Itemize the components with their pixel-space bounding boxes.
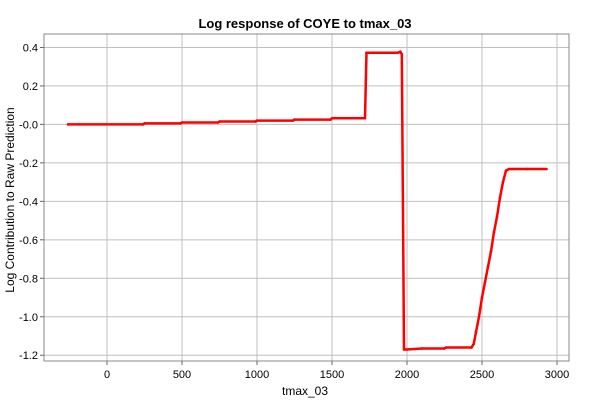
- data-point: [293, 118, 296, 121]
- data-point: [143, 122, 146, 125]
- data-point: [420, 347, 424, 350]
- y-tick-label: -0.8: [19, 273, 38, 285]
- y-axis: 0.4 0.2 -0.0 -0.2 -0.4 -0.6 -0.8 -1.0 -1.2: [19, 42, 44, 362]
- data-point: [363, 117, 367, 120]
- y-tick-label: -1.2: [19, 350, 38, 362]
- data-point: [474, 330, 478, 334]
- data-point: [400, 52, 404, 56]
- data-point: [507, 167, 511, 171]
- data-point: [472, 342, 476, 346]
- data-point: [405, 348, 409, 351]
- data-point: [545, 167, 548, 171]
- x-tick-label: 1000: [245, 369, 269, 381]
- data-point: [399, 50, 402, 53]
- y-tick-label: -0.0: [19, 119, 38, 131]
- y-tick-label: -1.0: [19, 312, 38, 324]
- data-point: [402, 348, 406, 351]
- series-line: [68, 50, 547, 351]
- data-point: [396, 51, 400, 54]
- series-layer: [66, 50, 548, 351]
- x-tick-label: 2000: [395, 369, 419, 381]
- x-tick-label: 2500: [470, 369, 494, 381]
- y-tick-label: -0.6: [19, 235, 38, 247]
- plot-area: [43, 33, 570, 362]
- data-point: [66, 123, 70, 126]
- data-point: [525, 167, 529, 171]
- x-tick-label: 3000: [545, 369, 569, 381]
- data-point: [470, 346, 473, 349]
- data-point: [486, 265, 490, 269]
- data-point: [444, 346, 448, 349]
- data-point: [218, 120, 221, 123]
- y-axis-label: Log Contribution to Raw Prediction: [3, 107, 17, 292]
- x-tick-label: 500: [173, 369, 191, 381]
- y-tick-label: 0.2: [23, 81, 38, 93]
- x-tick-label: 1500: [320, 369, 344, 381]
- data-point: [483, 280, 487, 284]
- x-axis-label: tmax_03: [282, 384, 328, 398]
- x-axis: 0 500 1000 1500 2000 2500 3000: [104, 361, 569, 381]
- data-point: [504, 169, 508, 172]
- data-point: [510, 167, 514, 171]
- data-point: [480, 296, 484, 299]
- data-point: [498, 196, 502, 199]
- grid: [44, 34, 569, 361]
- data-point: [255, 119, 259, 122]
- chart-title: Log response of COYE to tmax_03: [198, 16, 411, 31]
- data-point: [501, 180, 505, 184]
- data-point: [492, 230, 496, 234]
- x-tick-label: 0: [104, 369, 110, 381]
- y-tick-label: -0.2: [19, 158, 38, 170]
- data-point: [365, 51, 368, 54]
- y-tick-label: 0.4: [23, 42, 38, 54]
- data-point: [477, 315, 481, 319]
- data-point: [489, 250, 493, 253]
- data-point: [495, 215, 499, 218]
- y-tick-label: -0.4: [19, 196, 38, 208]
- data-point: [330, 117, 334, 120]
- data-point: [180, 121, 184, 124]
